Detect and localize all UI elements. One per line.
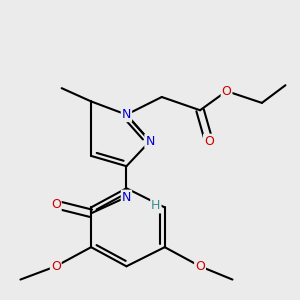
Text: O: O <box>204 135 214 148</box>
Text: N: N <box>122 108 131 121</box>
Text: O: O <box>195 260 205 273</box>
Text: H: H <box>151 200 160 212</box>
Text: N: N <box>122 190 131 204</box>
Text: O: O <box>222 85 232 98</box>
Text: O: O <box>51 198 61 211</box>
Text: N: N <box>145 135 155 148</box>
Text: O: O <box>51 260 61 273</box>
